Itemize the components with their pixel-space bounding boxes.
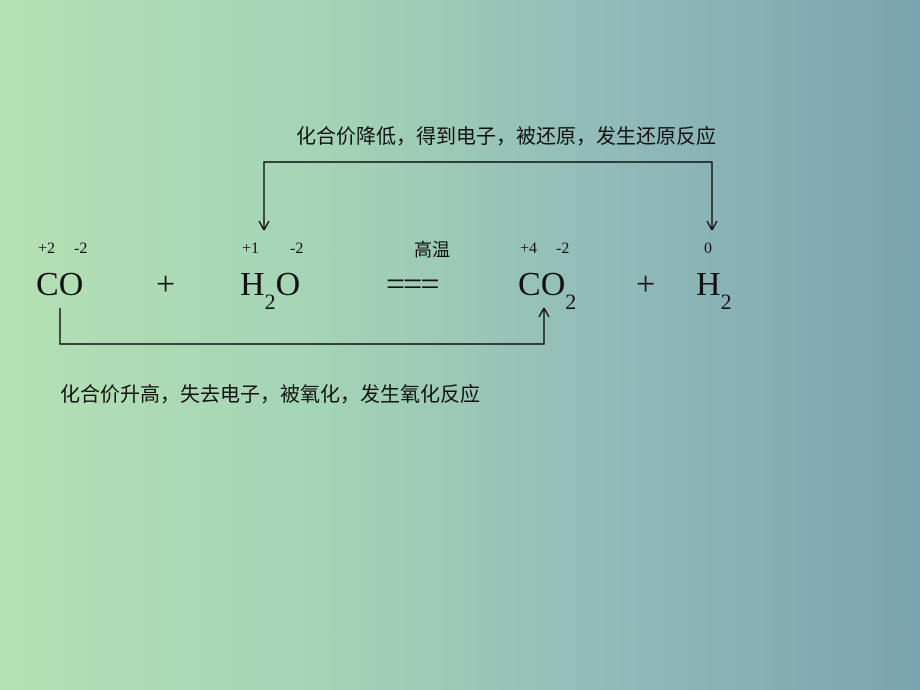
bracket-svg xyxy=(0,0,920,690)
bottom-bracket-path xyxy=(60,308,544,344)
top-bracket-path xyxy=(264,162,712,230)
diagram-stage: 化合价降低，得到电子，被还原，发生还原反应 化合价升高，失去电子，被氧化，发生氧… xyxy=(0,0,920,690)
